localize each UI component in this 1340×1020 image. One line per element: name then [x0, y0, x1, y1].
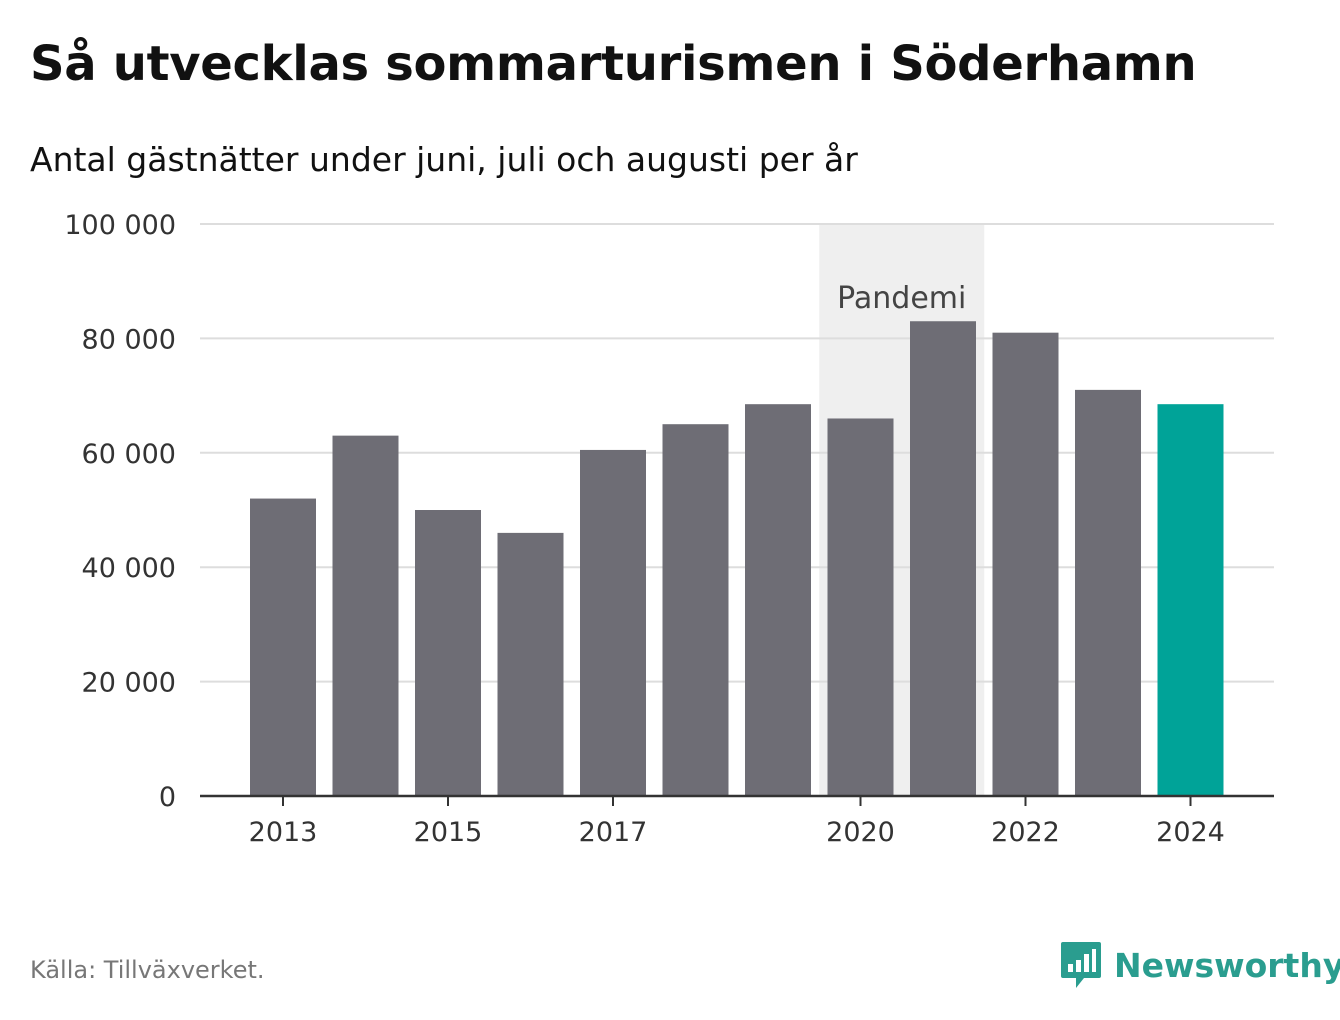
bar-2017 — [580, 449, 646, 796]
x-tick-label: 2024 — [1156, 817, 1225, 848]
y-tick-label: 60 000 — [82, 439, 176, 470]
bar-2014 — [332, 435, 399, 796]
source-note: Källa: Tillväxverket. — [30, 956, 265, 984]
y-tick-label: 0 — [159, 782, 176, 813]
y-tick-label: 40 000 — [82, 553, 176, 584]
y-tick-label: 100 000 — [64, 210, 176, 241]
bar-2020 — [827, 418, 894, 796]
newsworthy-logo-icon — [1061, 942, 1101, 988]
bar-chart: Pandemi 0 20 000 40 000 60 000 80 000 100 000 2… — [64, 210, 1274, 848]
bar-2019 — [745, 404, 811, 796]
bar-2021 — [910, 321, 976, 796]
bar-2023 — [1075, 389, 1141, 796]
x-tick-label: 2017 — [579, 817, 648, 848]
y-tick-label: 80 000 — [82, 324, 176, 355]
brand-name: Newsworthy — [1114, 945, 1340, 985]
chart-title: Så utvecklas sommarturismen i Söderhamn — [30, 36, 1197, 92]
bar-2022 — [992, 332, 1059, 796]
chart-subtitle: Antal gästnätter under juni, juli och au… — [30, 140, 858, 179]
x-tick-label: 2015 — [414, 817, 483, 848]
x-tick-label: 2022 — [991, 817, 1060, 848]
bar-2016 — [497, 532, 564, 796]
bar-2015 — [415, 510, 481, 796]
pandemic-label: Pandemi — [837, 281, 966, 316]
bar-2013 — [250, 498, 316, 796]
bar-2024 — [1157, 404, 1224, 796]
bar-2018 — [662, 424, 729, 796]
y-tick-label: 20 000 — [82, 668, 176, 699]
brand-logo-group: Newsworthy — [1060, 940, 1340, 990]
x-tick-label: 2013 — [249, 817, 318, 848]
x-tick-label: 2020 — [826, 817, 895, 848]
